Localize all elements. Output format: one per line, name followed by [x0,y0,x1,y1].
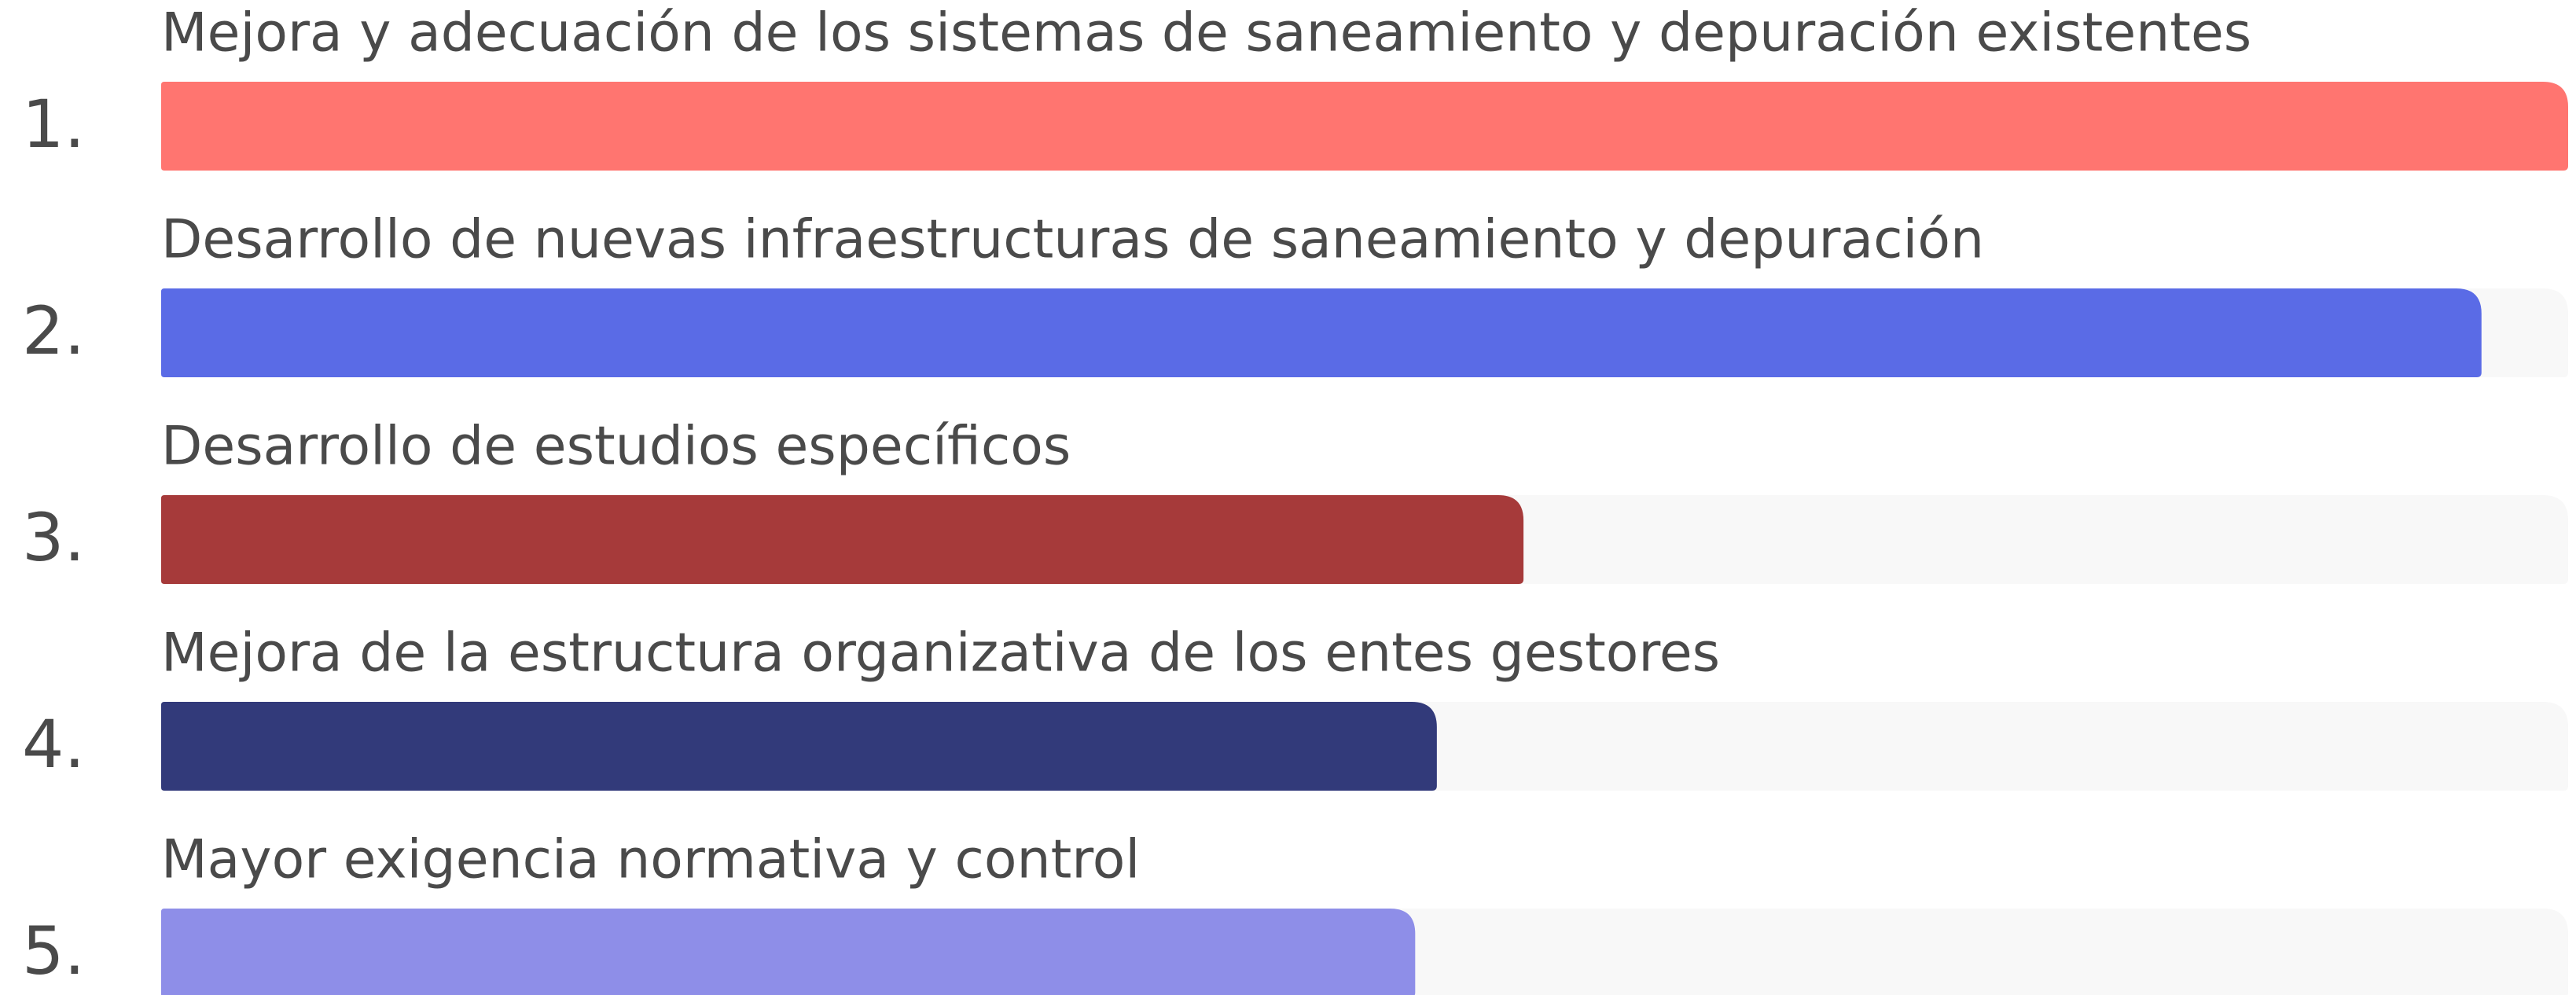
bar [161,288,2482,377]
category-label: Mejora de la estructura organizativa de … [161,622,1720,685]
bar [161,909,1416,995]
rank-label: 1. [22,86,85,163]
rank-label: 5. [22,912,85,989]
bar [161,702,1437,791]
rank-label: 2. [22,292,85,369]
category-label: Mejora y adecuación de los sistemas de s… [161,2,2251,64]
rank-label: 4. [22,706,85,783]
category-label: Mayor exigencia normativa y control [161,829,1140,891]
bar [161,495,1524,584]
category-label: Desarrollo de estudios específicos [161,416,1071,478]
bar [161,82,2568,171]
rank-label: 3. [22,499,85,576]
category-label: Desarrollo de nuevas infraestructuras de… [161,209,1984,271]
